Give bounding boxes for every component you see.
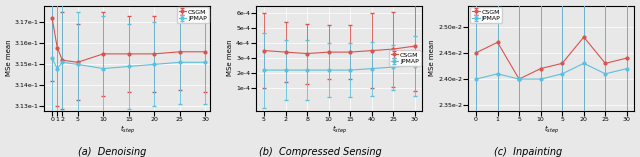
Legend: CSGM, JPMAP: CSGM, JPMAP	[177, 7, 209, 23]
Text: (a)  Denoising: (a) Denoising	[78, 147, 146, 157]
X-axis label: $t_{step}$: $t_{step}$	[544, 123, 559, 136]
X-axis label: $t_{step}$: $t_{step}$	[120, 123, 135, 136]
Y-axis label: MSe mean: MSe mean	[6, 40, 12, 76]
Y-axis label: MSe mean: MSe mean	[429, 40, 435, 76]
Y-axis label: MSe mean: MSe mean	[227, 40, 234, 76]
Text: (b)  Compressed Sensing: (b) Compressed Sensing	[259, 147, 381, 157]
Text: (c)  Inpainting: (c) Inpainting	[494, 147, 562, 157]
Legend: CSGM, JPMAP: CSGM, JPMAP	[388, 50, 420, 66]
X-axis label: $t_{step}$: $t_{step}$	[332, 123, 347, 136]
Legend: CSGM, JPMAP: CSGM, JPMAP	[470, 7, 502, 23]
